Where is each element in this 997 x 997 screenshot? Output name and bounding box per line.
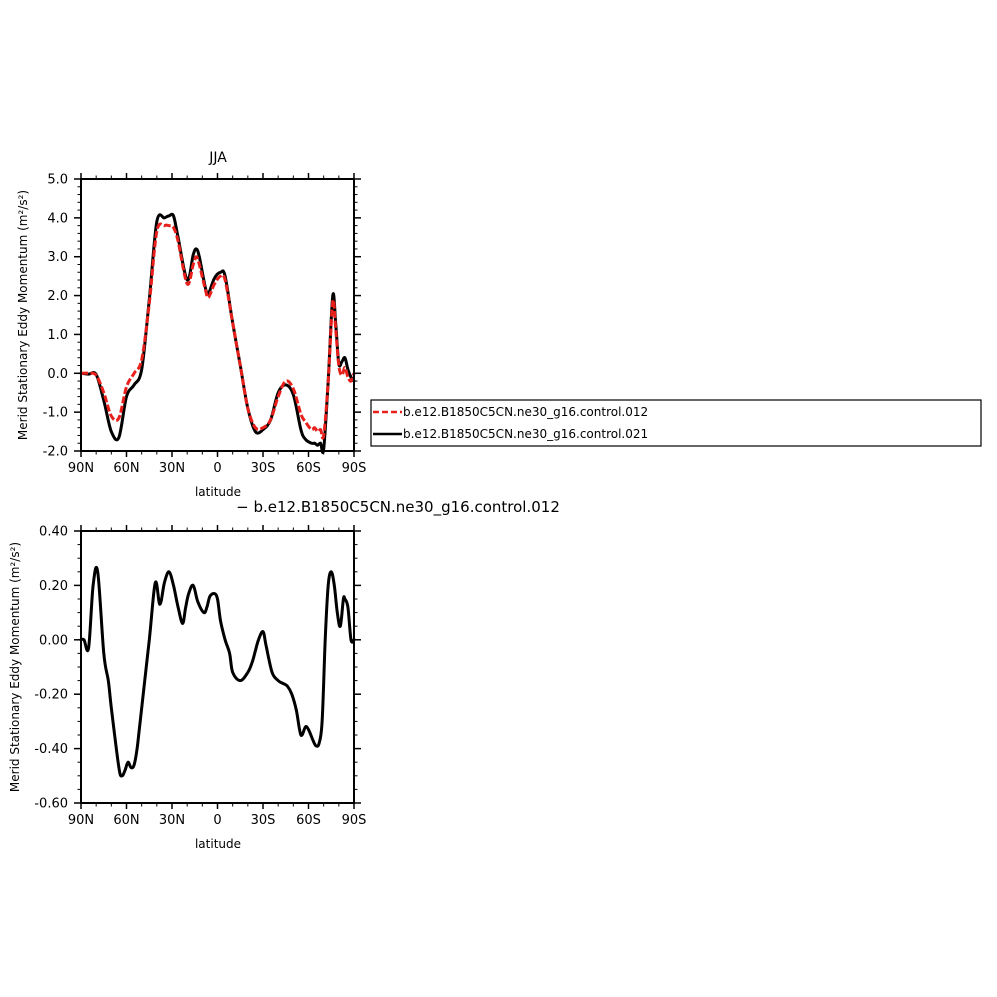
bottom-x-axis-label: latitude [195, 837, 241, 851]
top-y-tick-label: -2.0 [43, 445, 68, 460]
bottom-plot-title: − b.e12.B1850C5CN.ne30_g16.control.012 [236, 498, 560, 517]
bottom-y-tick-label: 0.00 [39, 633, 68, 648]
bottom-y-tick-labels: 0.40 0.20 0.00 -0.20 -0.40 -0.60 [34, 525, 68, 812]
bottom-x-tick-label: 0 [213, 813, 221, 828]
top-y-axis-label: Merid Stationary Eddy Momentum (m²/s²) [16, 190, 30, 440]
top-x-tick-label: 0 [213, 461, 221, 476]
top-y-tick-label: -1.0 [43, 406, 68, 421]
top-series-lines [79, 212, 356, 455]
top-y-tick-label: 3.0 [47, 250, 68, 265]
top-x-tick-label: 30S [251, 461, 276, 476]
legend-box [370, 399, 982, 447]
bottom-y-axis-label: Merid Stationary Eddy Momentum (m²/s²) [8, 542, 22, 792]
top-x-axis-label: latitude [195, 485, 241, 499]
top-y-tick-label: 1.0 [47, 328, 68, 343]
legend: b.e12.B1850C5CN.ne30_g16.control.012 b.e… [370, 399, 982, 447]
top-x-tick-label: 90S [342, 461, 367, 476]
bottom-plot-frame [80, 530, 355, 804]
top-y-tick-label: 4.0 [47, 211, 68, 226]
top-y-tick-labels: 5.0 4.0 3.0 2.0 1.0 0.0 -1.0 -2.0 [43, 173, 68, 460]
bottom-x-tick-label: 90S [342, 813, 367, 828]
bottom-x-tick-label: 30S [251, 813, 276, 828]
top-x-tick-label: 60N [113, 461, 139, 476]
top-plot-title: JJA [208, 150, 227, 166]
bottom-y-tick-label: 0.20 [39, 579, 68, 594]
top-plot-frame [80, 178, 355, 452]
bottom-y-tick-label: -0.60 [34, 797, 68, 812]
bottom-y-tick-label: -0.20 [34, 688, 68, 703]
top-y-tick-label: 2.0 [47, 289, 68, 304]
top-y-tick-label: 0.0 [47, 367, 68, 382]
top-x-tick-label: 30N [159, 461, 185, 476]
top-x-tick-label: 90N [68, 461, 94, 476]
top-panel: JJA 90N 60N 30N 0 30S 60S 90S 5.0 4.0 3.0 2.0 1.0 0… [16, 150, 366, 499]
bottom-x-tick-label: 30N [159, 813, 185, 828]
bottom-panel: − b.e12.B1850C5CN.ne30_g16.control.012 9… [8, 498, 560, 851]
legend-entry-series-2: b.e12.B1850C5CN.ne30_g16.control.021 [403, 427, 648, 441]
bottom-x-tick-label: 60S [296, 813, 321, 828]
bottom-y-tick-label: 0.40 [39, 525, 68, 540]
bottom-series-lines [79, 565, 356, 778]
top-x-tick-labels: 90N 60N 30N 0 30S 60S 90S [68, 461, 367, 476]
bottom-x-tick-labels: 90N 60N 30N 0 30S 60S 90S [68, 813, 367, 828]
bottom-series-line-1 [79, 565, 356, 778]
bottom-x-tick-label: 60N [113, 813, 139, 828]
top-x-tick-label: 60S [296, 461, 321, 476]
bottom-x-tick-label: 90N [68, 813, 94, 828]
bottom-y-tick-label: -0.40 [34, 742, 68, 757]
top-y-tick-label: 5.0 [47, 173, 68, 188]
top-series-line-1 [80, 222, 356, 440]
legend-entry-series-1: b.e12.B1850C5CN.ne30_g16.control.012 [403, 405, 648, 419]
